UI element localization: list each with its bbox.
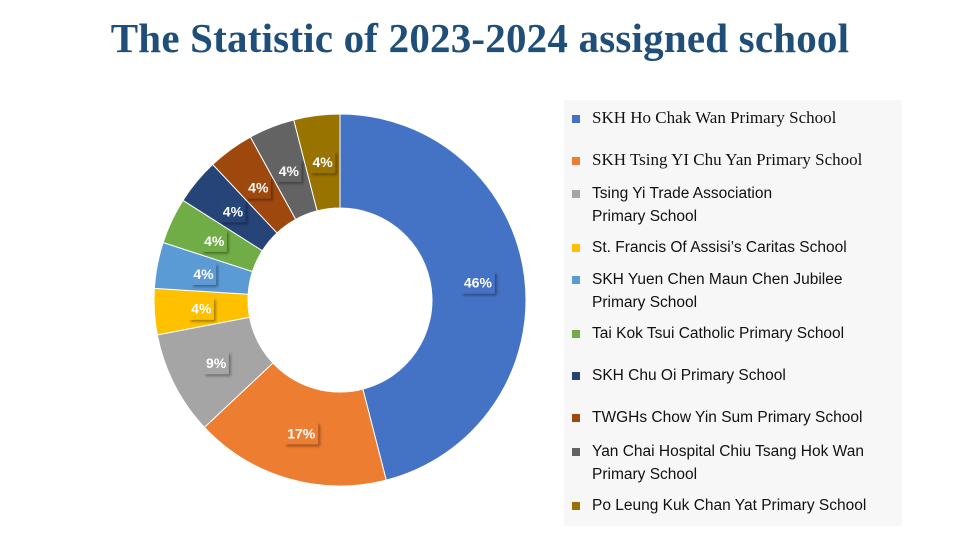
legend-label-line: St. Francis Of Assisi’s Caritas School: [592, 239, 847, 256]
legend-label-line: Yan Chai Hospital Chiu Tsang Hok Wan: [592, 443, 864, 460]
data-label-box: [220, 200, 246, 223]
data-label: 4%: [220, 200, 246, 223]
data-label-text: 4%: [204, 233, 225, 249]
legend-label-line: SKH Tsing YI Chu Yan Primary School: [592, 150, 863, 169]
data-label-box: [276, 159, 302, 182]
legend-swatch: [572, 244, 580, 252]
legend-item: Po Leung Kuk Chan Yat Primary School: [572, 494, 898, 517]
data-label-text: 4%: [193, 266, 214, 282]
legend-label: SKH Tsing YI Chu Yan Primary School: [592, 148, 862, 171]
data-label-box: [201, 229, 227, 252]
legend-item: Tsing Yi Trade Association Primary School: [572, 182, 898, 228]
data-label-box: [190, 262, 217, 285]
data-label-text: 9%: [206, 355, 227, 371]
legend-label: Yan Chai Hospital Chiu Tsang Hok Wan Prim…: [592, 440, 864, 486]
data-label-box: [461, 271, 495, 294]
data-label-box: [203, 352, 229, 375]
data-label-box: [188, 297, 214, 320]
data-label-text: 4%: [312, 154, 333, 170]
data-label-text: 46%: [464, 275, 493, 291]
data-label-box: [309, 151, 336, 174]
legend-label: Po Leung Kuk Chan Yat Primary School: [592, 494, 866, 517]
legend-item: SKH Chu Oi Primary School: [572, 364, 898, 387]
legend-swatch: [572, 157, 580, 165]
legend-label: SKH Chu Oi Primary School: [592, 364, 786, 387]
data-label: 4%: [201, 229, 227, 252]
legend-label-line: Primary School: [592, 466, 698, 483]
legend-label-line: Primary School: [592, 294, 698, 311]
data-label-box: [284, 422, 319, 445]
legend-item: SKH Yuen Chen Maun Chen Jubilee Primary S…: [572, 268, 898, 314]
legend-label-line: TWGHs Chow Yin Sum Primary School: [592, 409, 863, 426]
legend-label-line: SKH Ho Chak Wan Primary School: [592, 108, 837, 127]
data-label-text: 4%: [279, 163, 300, 179]
legend-swatch: [572, 115, 580, 123]
legend-swatch: [572, 372, 580, 380]
legend-label: SKH Ho Chak Wan Primary School: [592, 106, 836, 129]
data-label: 4%: [309, 151, 336, 174]
legend-label-line: Tsing Yi Trade Association: [592, 185, 773, 202]
legend-swatch: [572, 448, 580, 456]
data-label-text: 17%: [287, 425, 316, 441]
data-label: 9%: [203, 352, 229, 375]
legend-swatch: [572, 502, 580, 510]
data-label-text: 4%: [248, 180, 269, 196]
donut-slice: [339, 113, 527, 481]
legend-item: SKH Ho Chak Wan Primary School: [572, 106, 898, 129]
legend-label-line: Primary School: [592, 208, 698, 225]
data-label: 17%: [284, 422, 319, 445]
legend-label: Tai Kok Tsui Catholic Primary School: [592, 322, 844, 345]
legend-item: Yan Chai Hospital Chiu Tsang Hok Wan Prim…: [572, 440, 898, 486]
legend-label: St. Francis Of Assisi’s Caritas School: [592, 236, 847, 259]
data-label: 4%: [245, 176, 271, 199]
chart-legend: SKH Ho Chak Wan Primary School SKH Tsing …: [564, 100, 902, 526]
legend-swatch: [572, 330, 580, 338]
legend-label: SKH Yuen Chen Maun Chen Jubilee Primary S…: [592, 268, 842, 314]
legend-swatch: [572, 276, 580, 284]
data-label-text: 4%: [223, 203, 244, 219]
data-label: 4%: [188, 297, 214, 320]
legend-label: TWGHs Chow Yin Sum Primary School: [592, 406, 862, 429]
data-label-text: 4%: [191, 301, 212, 317]
legend-label: Tsing Yi Trade Association Primary School: [592, 182, 772, 228]
legend-item: Tai Kok Tsui Catholic Primary School: [572, 322, 898, 345]
legend-item: TWGHs Chow Yin Sum Primary School: [572, 406, 898, 429]
legend-item: SKH Tsing YI Chu Yan Primary School: [572, 148, 898, 171]
legend-swatch: [572, 190, 580, 198]
data-label: 46%: [461, 271, 495, 294]
legend-label-line: SKH Yuen Chen Maun Chen Jubilee: [592, 271, 843, 288]
donut-chart: 46%17%9%4%4%4%4%4%4%4%: [153, 113, 527, 487]
data-label: 4%: [276, 159, 302, 182]
chart-title: The Statistic of 2023-2024 assigned scho…: [110, 15, 850, 61]
data-label-box: [245, 176, 271, 199]
legend-item: St. Francis Of Assisi’s Caritas School: [572, 236, 898, 259]
legend-label-line: Po Leung Kuk Chan Yat Primary School: [592, 497, 867, 514]
legend-label-line: Tai Kok Tsui Catholic Primary School: [592, 325, 845, 342]
data-label: 4%: [190, 262, 217, 285]
legend-swatch: [572, 414, 580, 422]
legend-label-line: SKH Chu Oi Primary School: [592, 367, 786, 384]
